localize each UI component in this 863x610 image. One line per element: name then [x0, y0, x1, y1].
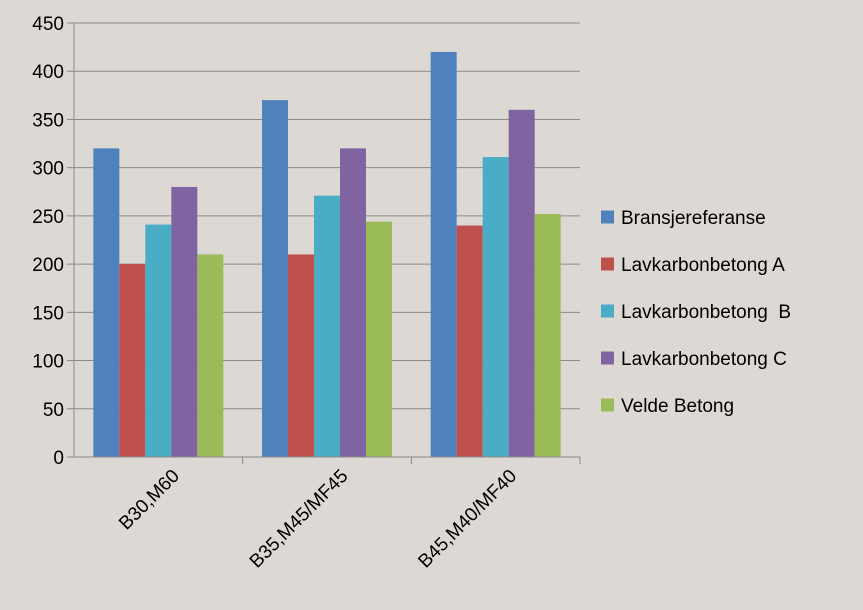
bar [197, 254, 224, 457]
x-tick-label: B45,M40/MF40 [414, 466, 521, 573]
legend-swatch [601, 351, 614, 365]
y-tick-label: 400 [32, 62, 64, 83]
bar [93, 148, 120, 457]
y-tick-label: 150 [32, 303, 64, 324]
legend-label: Velde Betong [621, 396, 734, 417]
legend-swatch [601, 210, 614, 224]
y-tick-label: 100 [32, 352, 64, 373]
legend: Bransjereferanse Lavkarbonbetong A Lavkarb… [601, 208, 791, 417]
bar [145, 224, 172, 457]
bar [288, 254, 314, 457]
legend-label: Bransjereferanse [621, 208, 766, 229]
legend-swatch [601, 398, 614, 412]
bar [171, 186, 198, 457]
bar [119, 264, 146, 457]
y-tick-label: 250 [32, 207, 64, 228]
bar [456, 225, 483, 457]
bars [93, 51, 561, 458]
axes [67, 22, 581, 464]
legend-label: Lavkarbonbetong C [621, 349, 787, 370]
bar [534, 213, 561, 457]
y-tick-label: 300 [32, 159, 64, 180]
bar [314, 195, 340, 457]
y-tick-label: 350 [32, 110, 64, 131]
y-tick-label: 450 [32, 14, 64, 35]
legend-label: Lavkarbonbetong A [621, 255, 785, 276]
legend-label: Lavkarbonbetong B [621, 302, 791, 323]
bar [262, 100, 288, 458]
y-tick-label: 0 [53, 448, 64, 469]
x-tick-label: B35,M45/MF45 [246, 466, 353, 573]
bar [340, 148, 366, 457]
bar [482, 157, 509, 457]
bar [366, 221, 392, 457]
legend-swatch [601, 257, 614, 271]
x-tick-label: B30,M60 [115, 466, 184, 535]
bar [430, 51, 457, 457]
y-tick-label: 50 [43, 400, 64, 421]
legend-swatch [601, 304, 614, 318]
bar [508, 109, 535, 458]
y-tick-label: 200 [32, 255, 64, 276]
